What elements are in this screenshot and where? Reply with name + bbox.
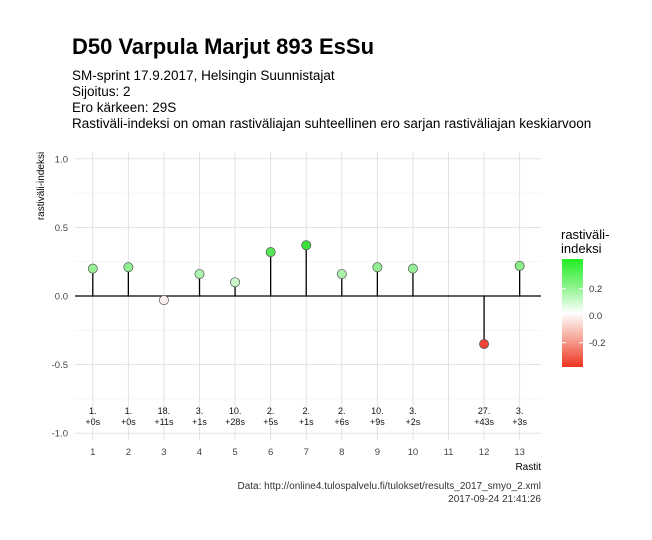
x-tick-label: 4 — [197, 447, 202, 458]
rank-label: 3. — [516, 406, 524, 416]
x-tick-label: 3 — [161, 447, 166, 458]
rank-label: 10. — [229, 406, 242, 416]
diff-label: +0s — [121, 417, 136, 427]
x-tick-label: 12 — [479, 447, 490, 458]
lollipop-point — [336, 269, 347, 280]
axis-ticks: 1.00.50.0-0.5-1.01 2 3 4 5 6 7 8 9 10 11 12 13 — [52, 154, 525, 458]
split-labels: 1.+0s1.+0s18.+11s3.+1s10.+28s2.+5s2.+1s2… — [85, 406, 527, 427]
x-tick-label: 13 — [514, 447, 525, 458]
lollipop-point — [407, 263, 418, 274]
lollipop-point — [123, 262, 134, 273]
legend-title-line-1: rastiväli- — [561, 227, 609, 242]
lollipop-point — [230, 277, 241, 288]
y-tick-label: -0.5 — [52, 360, 68, 371]
x-tick-label: 10 — [408, 447, 419, 458]
subtitle-line-gap: Ero kärkeen: 29S — [72, 100, 177, 115]
diff-label: +28s — [225, 417, 245, 427]
chart-caption: Data: http://online4.tulospalvelu.fi/tul… — [237, 480, 541, 506]
y-tick-label: 0.0 — [55, 292, 68, 303]
legend-ticks: 0.2 0.0 -0.2 — [562, 284, 605, 349]
grid-layer — [75, 152, 541, 440]
rank-label: 3. — [196, 406, 204, 416]
y-axis-label: rastiväli-indeksi — [36, 152, 47, 220]
rank-label: 2. — [338, 406, 346, 416]
x-tick-label: 2 — [126, 447, 131, 458]
diff-label: +1s — [299, 417, 314, 427]
chart-subtitle: SM-sprint 17.9.2017, Helsingin Suunnista… — [72, 68, 591, 132]
x-tick-label: 9 — [375, 447, 380, 458]
rank-label: 1. — [125, 406, 133, 416]
legend-tick-label: -0.2 — [589, 338, 605, 349]
subtitle-line-index-note: Rastiväli-indeksi on oman rastiväliajan … — [72, 116, 592, 131]
lollipop-point — [301, 240, 312, 251]
chart-marks — [75, 240, 541, 349]
x-tick-label: 1 — [90, 447, 95, 458]
y-tick-label: 1.0 — [55, 154, 68, 165]
diff-label: +3s — [512, 417, 527, 427]
lollipop-point — [194, 269, 205, 280]
caption-source: Data: http://online4.tulospalvelu.fi/tul… — [237, 481, 541, 492]
subtitle-line-placement: Sijoitus: 2 — [72, 84, 131, 99]
diff-label: +5s — [263, 417, 278, 427]
caption-timestamp: 2017-09-24 21:41:26 — [448, 494, 541, 505]
x-tick-label: 6 — [268, 447, 273, 458]
y-tick-label: 0.5 — [55, 223, 68, 234]
lollipop-point — [372, 262, 383, 273]
rank-label: 2. — [302, 406, 310, 416]
legend-title-line-2: indeksi — [561, 241, 602, 256]
legend-tick-label: 0.0 — [589, 311, 602, 322]
lollipop-point — [265, 247, 276, 258]
lollipop-point — [158, 295, 169, 306]
diff-label: +9s — [370, 417, 385, 427]
rank-label: 18. — [158, 406, 171, 416]
rank-label: 2. — [267, 406, 275, 416]
legend-colorbar — [562, 259, 583, 367]
x-tick-label: 7 — [304, 447, 309, 458]
diff-label: +1s — [192, 417, 207, 427]
diff-label: +43s — [474, 417, 494, 427]
subtitle-line-event: SM-sprint 17.9.2017, Helsingin Suunnista… — [72, 68, 335, 83]
diff-label: +6s — [334, 417, 349, 427]
rank-label: 1. — [89, 406, 97, 416]
x-tick-label: 5 — [232, 447, 237, 458]
x-tick-label: 11 — [444, 447, 454, 458]
color-legend: rastiväli- indeksi 0.2 0.0 -0.2 — [561, 227, 609, 367]
x-tick-label: 8 — [339, 447, 344, 458]
x-axis-label: Rastit — [515, 462, 541, 473]
diff-label: +0s — [85, 417, 100, 427]
lollipop-point — [514, 260, 525, 271]
chart-title: D50 Varpula Marjut 893 EsSu — [72, 34, 375, 59]
rank-label: 3. — [409, 406, 417, 416]
lollipop-point — [479, 339, 490, 349]
legend-tick-label: 0.2 — [589, 284, 602, 295]
diff-label: +11s — [154, 417, 174, 427]
y-tick-label: -1.0 — [52, 429, 68, 440]
lollipop-point — [87, 263, 98, 274]
rank-label: 27. — [478, 406, 491, 416]
diff-label: +2s — [406, 417, 421, 427]
rank-label: 10. — [371, 406, 384, 416]
